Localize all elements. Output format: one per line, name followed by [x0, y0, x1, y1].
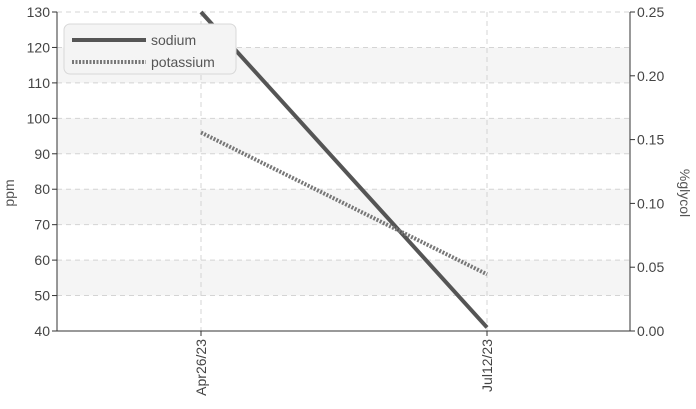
legend: sodium potassium: [63, 23, 237, 75]
right-tick-label: 0.20: [637, 68, 664, 84]
left-tick-label: 40: [34, 323, 50, 339]
right-axis-ticks: 0.00 0.05 0.10 0.15 0.20 0.25: [630, 4, 664, 339]
legend-potassium-label: potassium: [151, 54, 215, 70]
legend-sodium-label: sodium: [151, 32, 196, 48]
left-tick-label: 100: [27, 110, 51, 126]
x-axis-ticks: Apr26/23 Jul12/23: [193, 331, 495, 396]
background-bands: [57, 47, 630, 296]
background-band: [57, 118, 630, 154]
series-line-potassium: [200, 130, 488, 277]
x-tick-label: Jul12/23: [479, 339, 495, 392]
left-axis-ticks: 40 50 60 70 80 90 100 110 120 130: [27, 4, 57, 339]
right-tick-label: 0.10: [637, 195, 664, 211]
axes: [56, 12, 631, 332]
left-tick-label: 120: [27, 39, 51, 55]
left-tick-label: 50: [34, 288, 50, 304]
left-tick-label: 70: [34, 217, 50, 233]
left-tick-label: 80: [34, 181, 50, 197]
left-tick-label: 60: [34, 252, 50, 268]
y-axis-title: ppm: [1, 179, 17, 206]
left-tick-label: 110: [28, 75, 51, 91]
background-band: [57, 260, 630, 296]
right-tick-label: 0.00: [637, 323, 664, 339]
series-line-sodium: [199, 10, 489, 329]
y2-axis-title: %glycol: [677, 169, 693, 217]
left-tick-label: 90: [34, 146, 50, 162]
right-tick-label: 0.05: [637, 259, 664, 275]
background-band: [57, 189, 630, 225]
right-tick-label: 0.15: [637, 132, 664, 148]
x-tick-label: Apr26/23: [193, 339, 209, 396]
series-lines: [199, 10, 489, 329]
left-tick-label: 130: [27, 4, 51, 20]
right-tick-label: 0.25: [637, 4, 664, 20]
